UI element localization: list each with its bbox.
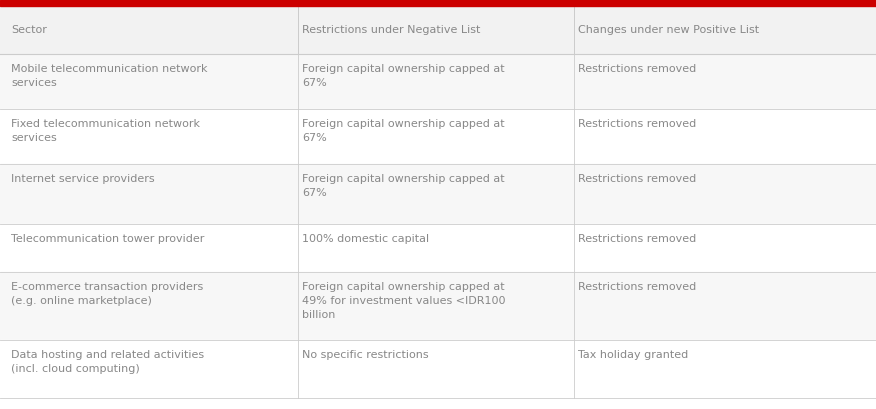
Text: Sector: Sector (11, 25, 47, 35)
Text: Fixed telecommunication network
services: Fixed telecommunication network services (11, 119, 201, 143)
Text: Foreign capital ownership capped at
67%: Foreign capital ownership capped at 67% (302, 119, 505, 143)
Text: Restrictions removed: Restrictions removed (578, 64, 696, 74)
Text: Internet service providers: Internet service providers (11, 174, 155, 184)
Bar (0, 340, 876, 398)
Text: Restrictions removed: Restrictions removed (578, 174, 696, 184)
Text: 100% domestic capital: 100% domestic capital (302, 234, 429, 244)
Text: Data hosting and related activities
(incl. cloud computing): Data hosting and related activities (inc… (11, 350, 204, 374)
Bar (0, 272, 876, 340)
Text: Restrictions removed: Restrictions removed (578, 119, 696, 129)
Bar (0, 54, 876, 109)
Text: Foreign capital ownership capped at
49% for investment values <IDR100
billion: Foreign capital ownership capped at 49% … (302, 282, 505, 320)
Bar (0, 224, 876, 272)
Text: Restrictions removed: Restrictions removed (578, 282, 696, 292)
Text: Foreign capital ownership capped at
67%: Foreign capital ownership capped at 67% (302, 64, 505, 88)
Text: Telecommunication tower provider: Telecommunication tower provider (11, 234, 205, 244)
Text: Tax holiday granted: Tax holiday granted (578, 350, 689, 360)
Text: No specific restrictions: No specific restrictions (302, 350, 429, 360)
Bar (0, 109, 876, 164)
Text: E-commerce transaction providers
(e.g. online marketplace): E-commerce transaction providers (e.g. o… (11, 282, 203, 306)
Text: Restrictions removed: Restrictions removed (578, 234, 696, 244)
Text: Changes under new Positive List: Changes under new Positive List (578, 25, 759, 35)
Bar (0, 0, 876, 6)
Bar (0, 6, 876, 54)
Text: Restrictions under Negative List: Restrictions under Negative List (302, 25, 481, 35)
Bar (0, 164, 876, 224)
Text: Mobile telecommunication network
services: Mobile telecommunication network service… (11, 64, 208, 88)
Text: Foreign capital ownership capped at
67%: Foreign capital ownership capped at 67% (302, 174, 505, 198)
